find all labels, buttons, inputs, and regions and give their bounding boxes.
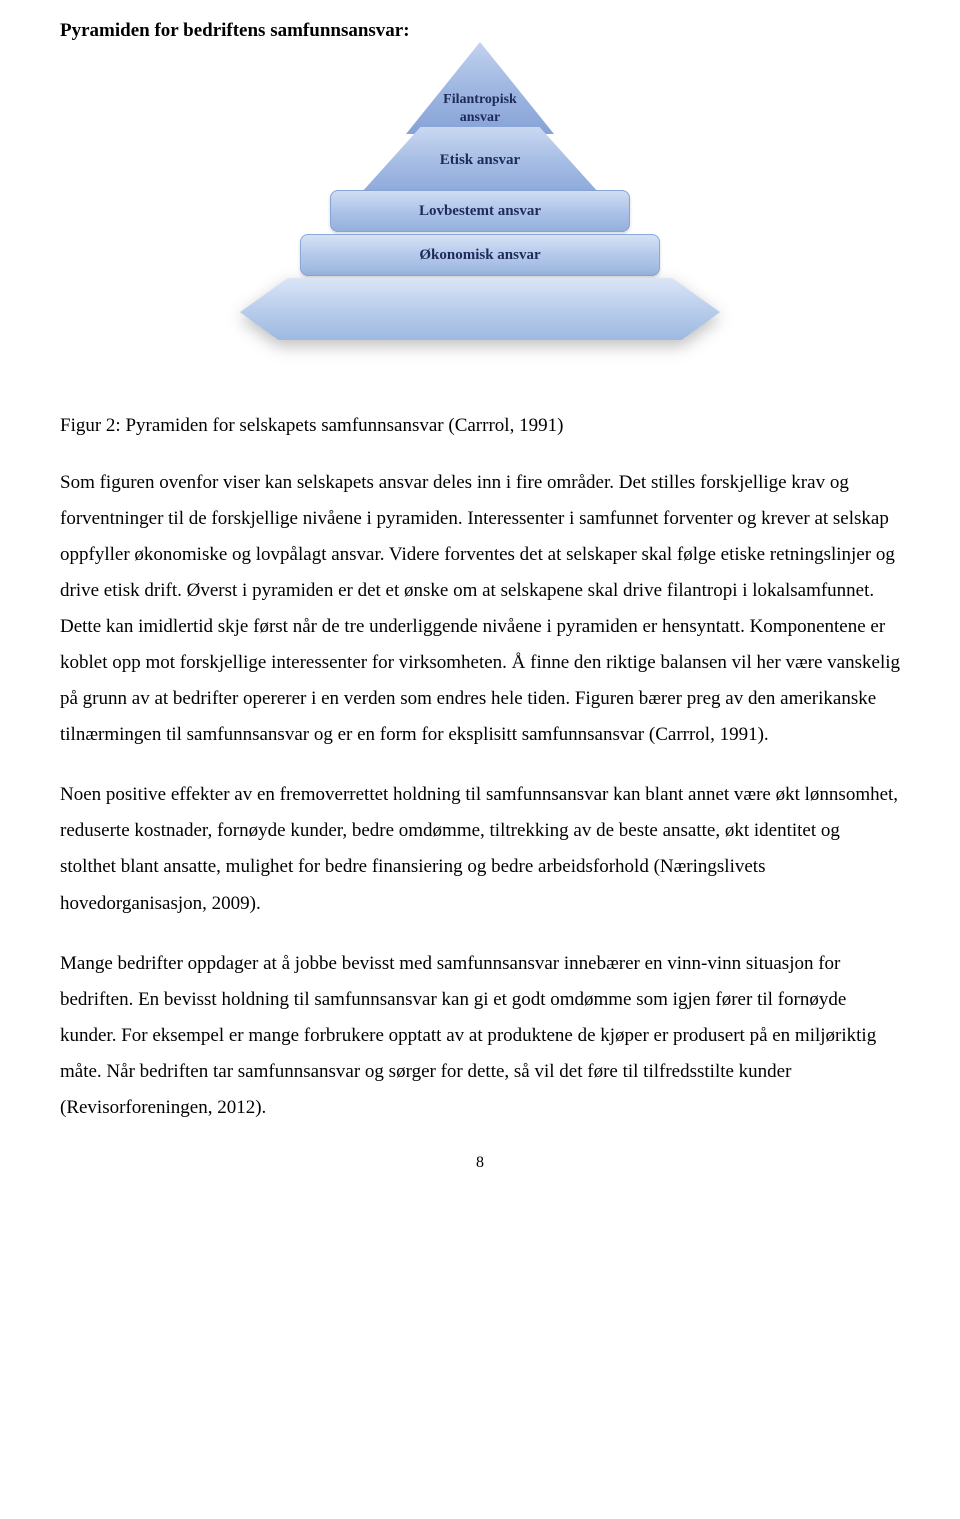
paragraph-3: Mange bedrifter oppdager at å jobbe bevi… — [60, 946, 900, 1126]
pyramid-layer-3: Lovbestemt ansvar — [330, 190, 630, 232]
pyramid-label-3: Lovbestemt ansvar — [419, 203, 541, 220]
pyramid-layer-1-wrap: Filantropisk ansvar — [406, 42, 554, 134]
pyramid-layer-2-wrap: Etisk ansvar — [361, 127, 599, 193]
pyramid-layer-1: Filantropisk ansvar — [406, 42, 554, 134]
pyramid-label-1: Filantropisk ansvar — [443, 91, 517, 126]
paragraph-1: Som figuren ovenfor viser kan selskapets… — [60, 465, 900, 754]
pyramid-base — [240, 278, 720, 340]
section-heading: Pyramiden for bedriftens samfunnsansvar: — [60, 20, 900, 42]
pyramid-figure: Filantropisk ansvar Etisk ansvar Lovbest… — [60, 72, 900, 362]
figure-caption: Figur 2: Pyramiden for selskapets samfun… — [60, 412, 900, 441]
pyramid-label-4: Økonomisk ansvar — [419, 247, 540, 264]
pyramid-label-2: Etisk ansvar — [440, 152, 520, 169]
pyramid-base-wrap — [240, 278, 720, 340]
paragraph-2: Noen positive effekter av en fremoverret… — [60, 777, 900, 921]
page-number: 8 — [60, 1154, 900, 1172]
pyramid-diagram: Filantropisk ansvar Etisk ansvar Lovbest… — [240, 72, 720, 362]
pyramid-layer-4: Økonomisk ansvar — [300, 234, 660, 276]
pyramid-layer-2: Etisk ansvar — [361, 127, 599, 193]
